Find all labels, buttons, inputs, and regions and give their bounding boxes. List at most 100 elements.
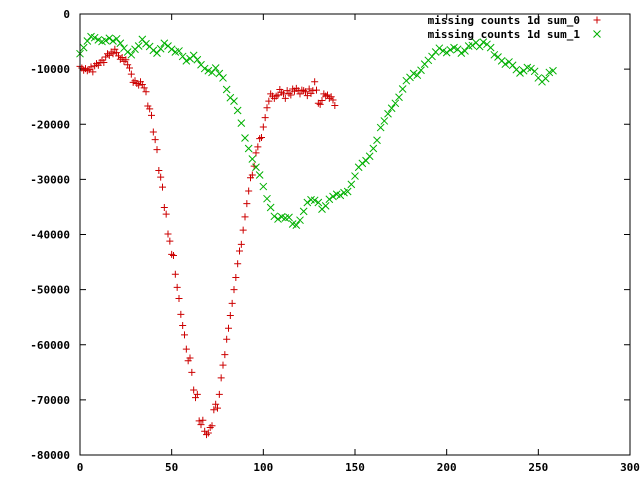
data-point bbox=[118, 54, 126, 62]
data-point bbox=[248, 171, 256, 179]
data-point bbox=[287, 91, 295, 99]
data-point bbox=[292, 221, 301, 229]
data-point bbox=[168, 250, 176, 258]
data-point bbox=[206, 423, 214, 431]
y-tick-label: 0 bbox=[63, 8, 70, 21]
data-point bbox=[309, 87, 317, 95]
data-point bbox=[217, 374, 225, 382]
data-point bbox=[112, 34, 121, 43]
x-tick-label: 50 bbox=[165, 461, 178, 474]
data-point bbox=[193, 55, 202, 64]
data-point bbox=[188, 368, 196, 376]
data-point bbox=[446, 45, 455, 54]
data-point bbox=[155, 167, 163, 175]
x-tick-label: 200 bbox=[437, 461, 457, 474]
data-point bbox=[351, 172, 359, 180]
data-point bbox=[151, 136, 159, 144]
legend-marker bbox=[593, 16, 601, 24]
data-point bbox=[263, 104, 271, 112]
data-point bbox=[365, 152, 374, 161]
data-point bbox=[322, 92, 330, 100]
data-point bbox=[123, 48, 132, 56]
data-point bbox=[177, 310, 185, 318]
data-point bbox=[219, 361, 227, 369]
data-point bbox=[105, 34, 114, 43]
data-point bbox=[100, 59, 108, 67]
data-point bbox=[300, 87, 308, 95]
data-point bbox=[508, 61, 517, 70]
data-point bbox=[237, 119, 246, 128]
data-point bbox=[442, 48, 451, 57]
data-point bbox=[311, 78, 319, 86]
data-point bbox=[208, 422, 216, 430]
data-point bbox=[160, 203, 168, 211]
data-point bbox=[135, 81, 143, 89]
y-tick-label: -10000 bbox=[30, 63, 70, 76]
data-point bbox=[398, 85, 407, 93]
data-point bbox=[541, 74, 550, 83]
data-point bbox=[190, 386, 198, 394]
data-point bbox=[435, 44, 444, 53]
data-point bbox=[159, 183, 166, 191]
data-point bbox=[138, 35, 147, 44]
x-tick-label: 300 bbox=[620, 461, 640, 474]
data-point bbox=[175, 47, 183, 55]
data-point bbox=[160, 39, 169, 48]
data-point bbox=[134, 42, 143, 50]
data-point bbox=[122, 56, 130, 64]
data-point bbox=[223, 335, 231, 343]
data-point bbox=[373, 136, 381, 145]
data-point bbox=[182, 345, 190, 353]
data-point bbox=[303, 92, 311, 100]
data-point bbox=[281, 94, 289, 102]
data-point bbox=[285, 213, 293, 222]
data-point bbox=[380, 117, 389, 125]
data-point bbox=[90, 33, 99, 42]
data-point bbox=[358, 159, 367, 168]
data-point bbox=[516, 69, 524, 77]
data-point bbox=[395, 93, 403, 102]
data-point bbox=[156, 44, 165, 53]
data-point bbox=[232, 273, 240, 281]
data-point bbox=[527, 64, 535, 73]
data-point bbox=[162, 210, 170, 218]
y-tick-label: -60000 bbox=[30, 339, 70, 352]
data-point bbox=[468, 41, 477, 50]
data-point bbox=[272, 92, 280, 100]
data-point bbox=[258, 133, 265, 141]
data-point bbox=[314, 198, 323, 207]
data-point bbox=[148, 111, 155, 119]
data-point bbox=[362, 156, 370, 165]
data-point bbox=[179, 321, 187, 329]
data-point bbox=[234, 260, 242, 268]
data-point bbox=[347, 180, 356, 189]
data-point bbox=[197, 421, 205, 429]
data-point bbox=[170, 251, 177, 259]
data-point bbox=[280, 90, 287, 98]
data-point bbox=[376, 123, 385, 132]
data-point bbox=[274, 215, 282, 223]
data-point bbox=[310, 196, 319, 205]
data-point bbox=[296, 216, 304, 225]
data-point bbox=[124, 61, 132, 69]
data-point bbox=[239, 226, 247, 234]
data-point bbox=[252, 149, 260, 157]
data-point bbox=[303, 198, 312, 207]
data-point bbox=[146, 105, 154, 113]
y-tick-label: -70000 bbox=[30, 394, 70, 407]
data-point bbox=[413, 71, 422, 80]
data-point bbox=[241, 213, 249, 221]
x-tick-label: 100 bbox=[253, 461, 273, 474]
data-point bbox=[241, 134, 249, 142]
data-point bbox=[173, 283, 181, 291]
data-point bbox=[305, 85, 313, 93]
data-point bbox=[157, 173, 165, 181]
data-point bbox=[236, 247, 243, 255]
series-0 bbox=[76, 45, 339, 439]
data-point bbox=[336, 191, 345, 200]
y-tick-label: -40000 bbox=[30, 229, 70, 242]
data-point bbox=[266, 203, 275, 212]
data-point bbox=[245, 187, 253, 195]
